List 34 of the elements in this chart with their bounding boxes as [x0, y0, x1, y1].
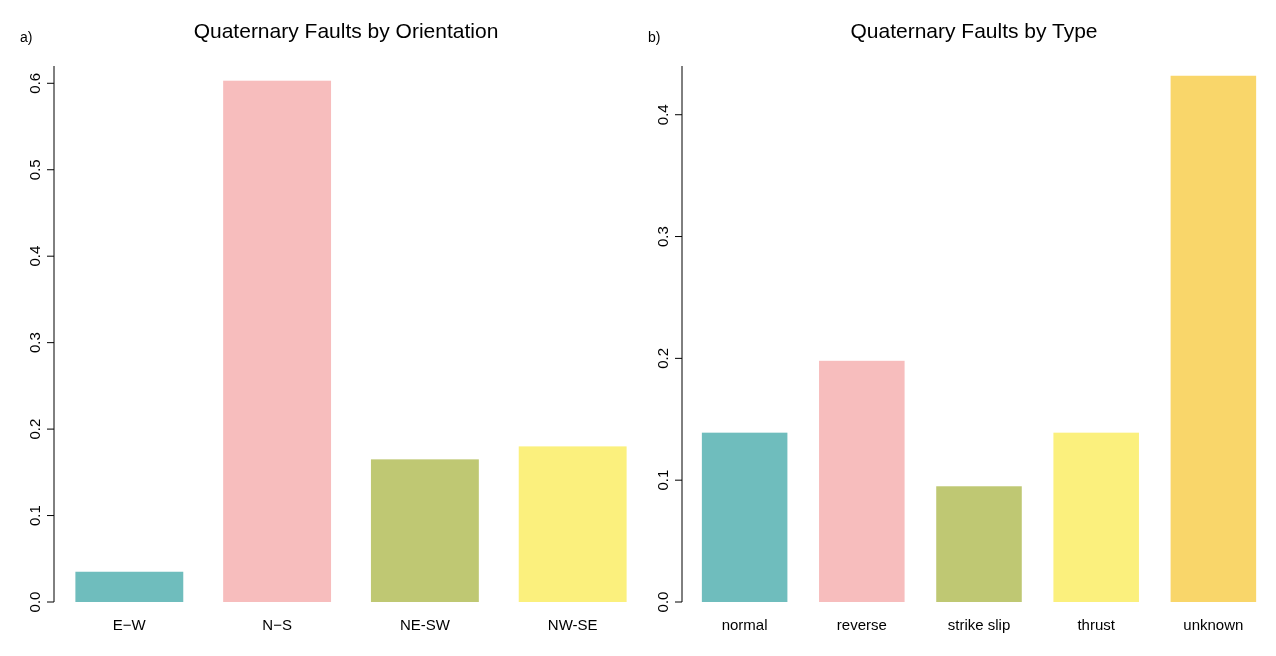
y-tick-label: 0.0 [26, 591, 43, 613]
x-tick-label: reverse [836, 616, 887, 633]
bar [701, 432, 788, 602]
bar [518, 446, 627, 602]
text: a) [20, 29, 33, 45]
y-tick-label: 0.3 [26, 332, 43, 354]
x-tick-label: E−W [112, 616, 147, 633]
x-tick-label: normal [721, 616, 768, 633]
x-tick-label: N−S [262, 616, 292, 633]
y-tick-label: 0.3 [654, 226, 671, 247]
text: b) [648, 29, 661, 45]
bar [370, 459, 479, 602]
y-tick-label: 0.1 [26, 505, 43, 526]
chart-title: Quaternary Faults by Type [850, 19, 1098, 42]
bar [75, 571, 184, 602]
y-tick-label: 0.4 [26, 245, 43, 267]
y-tick-label: 0.2 [26, 418, 43, 440]
x-tick-label: unknown [1183, 616, 1244, 633]
y-tick-label: 0.5 [26, 159, 43, 181]
bar [936, 486, 1022, 602]
bar [1053, 432, 1139, 602]
y-tick-label: 0.4 [654, 104, 671, 126]
x-tick-label: NW-SE [547, 616, 598, 633]
y-tick-label: 0.6 [26, 72, 43, 94]
x-tick-label: strike slip [947, 616, 1011, 633]
bar [1170, 75, 1257, 602]
y-tick-label: 0.0 [654, 591, 671, 613]
bar [223, 80, 332, 602]
bar [819, 360, 905, 602]
y-tick-label: 0.2 [654, 347, 671, 369]
y-tick-label: 0.1 [654, 469, 671, 491]
x-tick-label: NE-SW [399, 616, 451, 633]
x-tick-label: thrust [1077, 616, 1116, 633]
chart-title: Quaternary Faults by Orientation [193, 19, 499, 42]
